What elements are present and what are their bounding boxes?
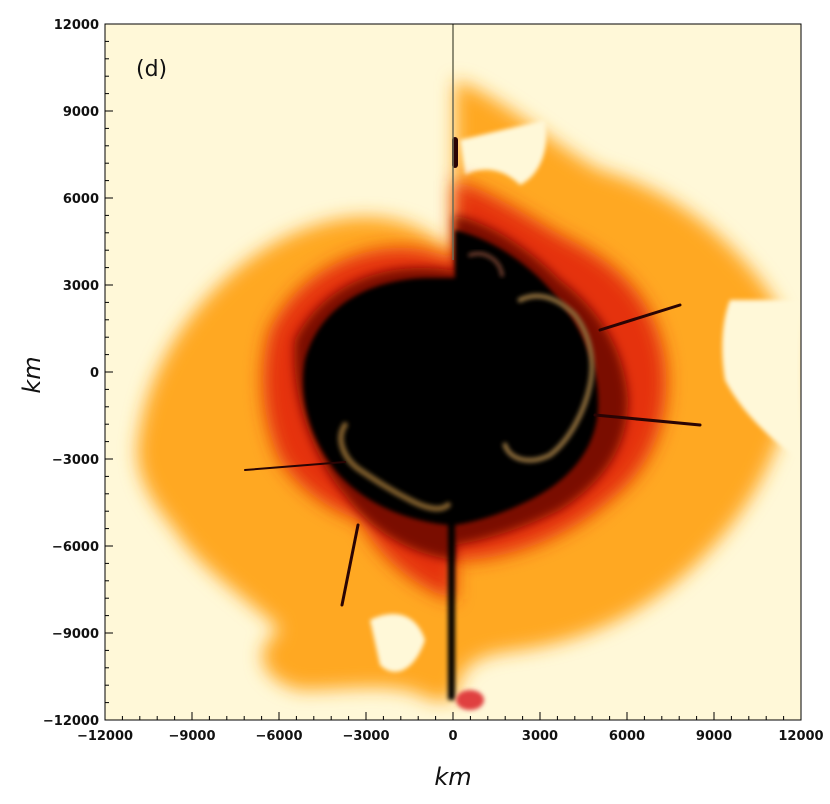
- y-axis-ticks: [105, 23, 113, 721]
- filament-right: [502, 293, 595, 463]
- black-core: [303, 230, 599, 700]
- x-axis-label: km: [434, 763, 471, 791]
- x-tick-label: −12000: [77, 729, 133, 744]
- panel-label: (d): [136, 57, 167, 82]
- y-tick-labels: 12000 9000 6000 3000 0 −3000 −6000 −9000 −12000: [43, 18, 99, 729]
- y-tick-label: 6000: [63, 192, 99, 207]
- y-tick-label: 3000: [63, 279, 99, 294]
- x-axis-ticks: [104, 712, 802, 720]
- pale-notch-top: [460, 120, 547, 185]
- y-tick-label: −12000: [43, 714, 99, 729]
- bottom-red-blob: [456, 690, 484, 710]
- x-tick-label: 12000: [778, 729, 823, 744]
- x-tick-label: 6000: [609, 729, 645, 744]
- y-tick-label: −9000: [52, 627, 99, 642]
- streak-right-1: [598, 303, 682, 332]
- y-tick-label: 0: [90, 366, 99, 381]
- x-tick-label: 3000: [522, 729, 558, 744]
- pale-notch-lower: [370, 614, 425, 672]
- x-tick-label: −9000: [168, 729, 215, 744]
- streak-right-2: [593, 413, 702, 427]
- filament-left: [338, 422, 451, 512]
- y-axis-label: km: [18, 356, 46, 393]
- y-tick-label: 9000: [63, 105, 99, 120]
- x-tick-label: 0: [448, 729, 457, 744]
- filament-top: [468, 251, 504, 277]
- x-tick-label: 9000: [696, 729, 732, 744]
- x-tick-label: −6000: [255, 729, 302, 744]
- pale-notch-right: [722, 300, 801, 460]
- x-tick-labels: −12000 −9000 −6000 −3000 0 3000 6000 9000 12000: [77, 729, 824, 744]
- y-tick-label: 12000: [54, 18, 99, 33]
- streak-left-1: [244, 461, 346, 471]
- x-tick-label: −3000: [342, 729, 389, 744]
- y-tick-label: −6000: [52, 540, 99, 555]
- y-tick-label: −3000: [52, 453, 99, 468]
- streak-lower-1: [340, 523, 360, 607]
- heatmap-field: [105, 24, 801, 720]
